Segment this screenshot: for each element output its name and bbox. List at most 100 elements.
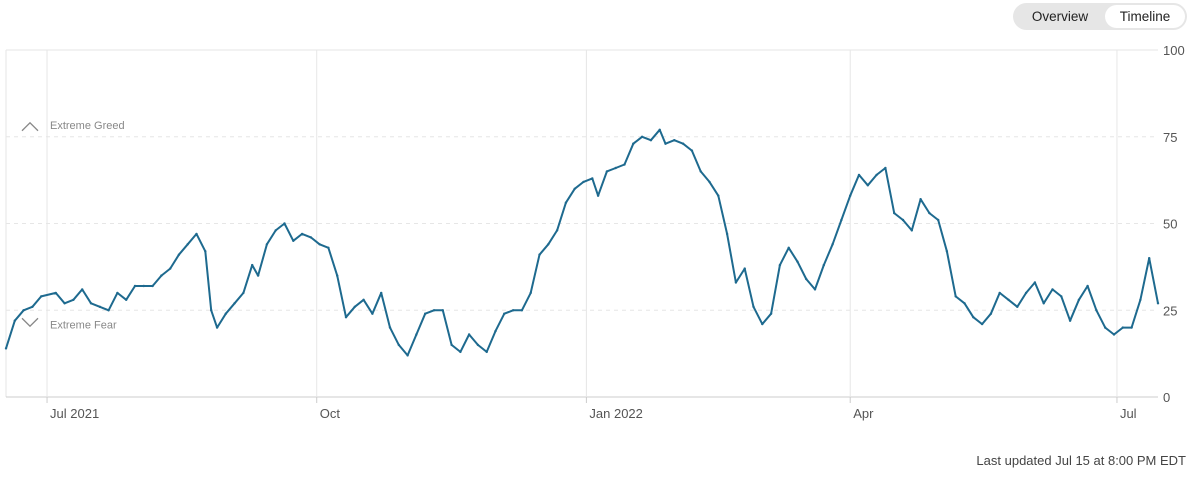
data-point — [300, 232, 304, 236]
data-point — [998, 291, 1001, 295]
data-point — [195, 232, 198, 236]
data-point — [327, 246, 330, 249]
data-point — [778, 263, 782, 267]
data-point — [529, 291, 532, 295]
data-point — [980, 322, 984, 326]
data-point — [632, 142, 635, 145]
data-point — [1095, 309, 1098, 312]
data-point — [116, 291, 119, 295]
view-toggle: Overview Timeline — [1013, 3, 1187, 30]
data-point — [928, 211, 931, 215]
data-point — [1130, 326, 1133, 329]
data-point — [1156, 302, 1160, 305]
data-point — [467, 333, 471, 336]
data-point — [520, 309, 524, 312]
data-point — [787, 246, 790, 249]
data-point — [63, 302, 66, 305]
data-point — [805, 277, 808, 281]
data-point — [4, 347, 8, 350]
data-point — [1139, 298, 1142, 301]
data-point — [605, 170, 609, 173]
data-point — [1007, 298, 1010, 301]
data-point — [1051, 288, 1054, 291]
data-point — [215, 326, 219, 329]
data-point — [822, 263, 825, 267]
data-point — [107, 309, 110, 312]
data-point — [309, 236, 313, 239]
zone-annotation: Extreme Fear — [21, 317, 117, 331]
data-point — [242, 291, 245, 295]
y-tick-label: 75 — [1163, 130, 1177, 145]
data-point — [699, 170, 702, 173]
data-point — [54, 291, 57, 295]
data-point — [441, 309, 444, 312]
data-point — [224, 312, 227, 315]
data-point — [972, 316, 975, 319]
fear-greed-chart: 0 25 50 75 100 Jul 2021 Oct Jan 2022 Apr Jul Ext… — [4, 43, 1185, 421]
data-point — [658, 128, 661, 131]
data-point — [318, 243, 321, 246]
data-point — [265, 243, 269, 246]
data-point — [432, 309, 436, 312]
data-point — [204, 250, 207, 253]
data-point — [690, 149, 694, 152]
data-point — [963, 302, 966, 305]
data-point — [555, 229, 559, 232]
data-point — [664, 142, 667, 145]
data-point — [251, 263, 254, 267]
data-point — [849, 194, 852, 197]
data-point — [910, 229, 913, 232]
data-point — [840, 218, 843, 222]
series-group — [4, 128, 1160, 357]
zone-label: Extreme Greed — [50, 120, 125, 132]
data-point — [708, 180, 711, 184]
data-point — [1077, 298, 1081, 301]
data-point — [476, 343, 480, 347]
y-tick-label: 100 — [1163, 43, 1185, 58]
y-axis-ticks: 0 25 50 75 100 — [1163, 43, 1185, 405]
data-point — [893, 211, 896, 215]
data-point — [353, 305, 356, 308]
data-point — [415, 333, 418, 336]
data-point — [292, 239, 295, 242]
zone-annotations: Extreme Greed Extreme Fear — [21, 120, 125, 331]
series-line — [5, 128, 1159, 357]
chevron-down-icon — [21, 317, 39, 328]
data-point — [573, 187, 576, 190]
data-point — [459, 350, 462, 354]
data-point — [256, 274, 260, 277]
data-point — [13, 319, 16, 322]
data-point — [40, 295, 43, 298]
data-point — [362, 298, 365, 301]
data-point — [142, 284, 145, 288]
data-point — [1148, 257, 1151, 260]
data-point — [485, 350, 488, 354]
data-point — [989, 312, 993, 315]
data-point — [388, 326, 392, 329]
data-point — [673, 139, 676, 142]
data-point — [640, 135, 644, 138]
data-point — [734, 281, 738, 284]
data-point — [681, 142, 685, 145]
data-point — [1104, 326, 1107, 329]
data-point — [169, 267, 172, 270]
data-point — [937, 218, 940, 222]
data-point — [1033, 281, 1037, 284]
data-point — [125, 298, 128, 301]
overview-tab[interactable]: Overview — [1031, 9, 1089, 24]
timeline-tab[interactable]: Timeline — [1105, 5, 1185, 28]
data-point — [450, 343, 453, 347]
data-point — [538, 253, 541, 256]
data-point — [1024, 291, 1028, 295]
chevron-up-icon — [21, 121, 39, 132]
data-point — [901, 218, 905, 222]
x-tick-label: Jan 2022 — [589, 406, 643, 421]
zone-label: Extreme Fear — [50, 319, 117, 331]
data-point — [397, 343, 400, 347]
data-point — [761, 322, 764, 326]
x-tick-label: Jul — [1120, 406, 1137, 421]
data-point — [98, 305, 102, 308]
data-point — [1112, 333, 1116, 336]
data-point — [614, 166, 617, 170]
data-point — [511, 309, 515, 312]
